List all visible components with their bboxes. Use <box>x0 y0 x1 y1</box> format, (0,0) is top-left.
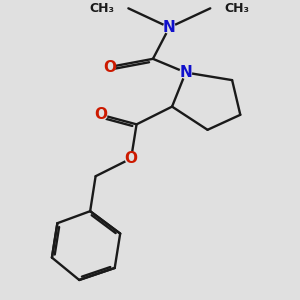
Text: O: O <box>103 59 116 74</box>
Text: O: O <box>124 151 138 166</box>
Circle shape <box>103 61 115 73</box>
Text: CH₃: CH₃ <box>224 2 249 15</box>
Text: N: N <box>163 20 176 35</box>
Text: CH₃: CH₃ <box>90 2 115 15</box>
Text: O: O <box>94 107 108 122</box>
Text: N: N <box>179 65 192 80</box>
Circle shape <box>125 153 137 164</box>
Circle shape <box>180 67 191 78</box>
Circle shape <box>95 109 107 121</box>
Circle shape <box>164 22 175 33</box>
